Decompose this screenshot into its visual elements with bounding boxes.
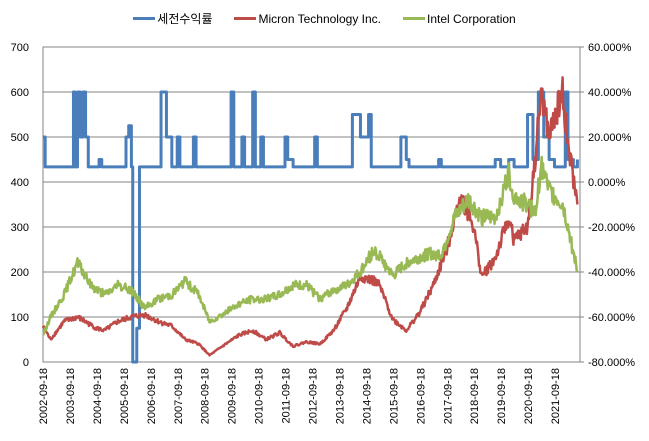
x-tick-label: 2015-09-18 [388,368,400,424]
x-tick-label: 2006-09-18 [146,368,158,424]
x-tick-label: 2013-09-18 [334,368,346,424]
x-tick-label: 2018-09-18 [469,368,481,424]
y-right-tick-label: -80.000% [588,357,635,369]
legend-label: 세전수익률 [157,12,213,26]
y-right-tick-label: -40.000% [588,267,635,279]
y-left-tick-label: 400 [11,177,29,189]
y-left-tick-label: 100 [11,312,29,324]
x-tick-label: 2017-09-18 [442,368,454,424]
x-tick-label: 2002-09-18 [38,368,50,424]
x-tick-label: 2004-09-18 [92,368,104,424]
y-left-tick-label: 300 [11,222,29,234]
x-tick-label: 2009-09-18 [227,368,239,424]
legend-item-return: 세전수익률 [133,10,212,27]
y-left-tick-label: 600 [11,87,29,99]
x-tick-label: 2014-09-18 [361,368,373,424]
y-right-tick-label: 60.000% [588,42,632,54]
legend-item-micron: Micron Technology Inc. [234,10,381,27]
y-left-tick-label: 200 [11,267,29,279]
series-line-2 [42,155,579,336]
x-tick-label: 2012-09-18 [308,368,320,424]
x-tick-label: 2016-09-18 [415,368,427,424]
series-line-1 [41,76,579,357]
y-left-tick-label: 500 [11,132,29,144]
x-tick-label: 2021-09-18 [550,368,562,424]
y-right-tick-label: 0.000% [588,177,626,189]
y-right-tick-label: 20.000% [588,132,632,144]
y-right-tick-label: -20.000% [588,222,635,234]
y-right-tick-label: 40.000% [588,87,632,99]
x-tick-label: 2010-09-18 [254,368,266,424]
x-tick-label: 2011-09-18 [281,368,293,423]
x-tick-label: 2005-09-18 [119,368,131,424]
x-tick-label: 2003-09-18 [65,368,77,424]
series-line-0 [43,90,579,364]
plot-border [42,46,581,363]
y-left-tick-label: 700 [11,42,29,54]
x-tick-label: 2019-09-18 [496,368,508,424]
y-left-tick-label: 0 [23,357,29,369]
x-tick-label: 2008-09-18 [200,368,212,424]
legend: 세전수익률 Micron Technology Inc. Intel Corpo… [0,10,649,27]
legend-label: Intel Corporation [427,11,516,26]
y-right-tick-label: -60.000% [588,312,635,324]
x-tick-label: 2007-09-18 [173,368,185,424]
legend-label: Micron Technology Inc. [258,11,381,26]
x-tick-label: 2020-09-18 [523,368,535,424]
legend-item-intel: Intel Corporation [403,10,516,27]
